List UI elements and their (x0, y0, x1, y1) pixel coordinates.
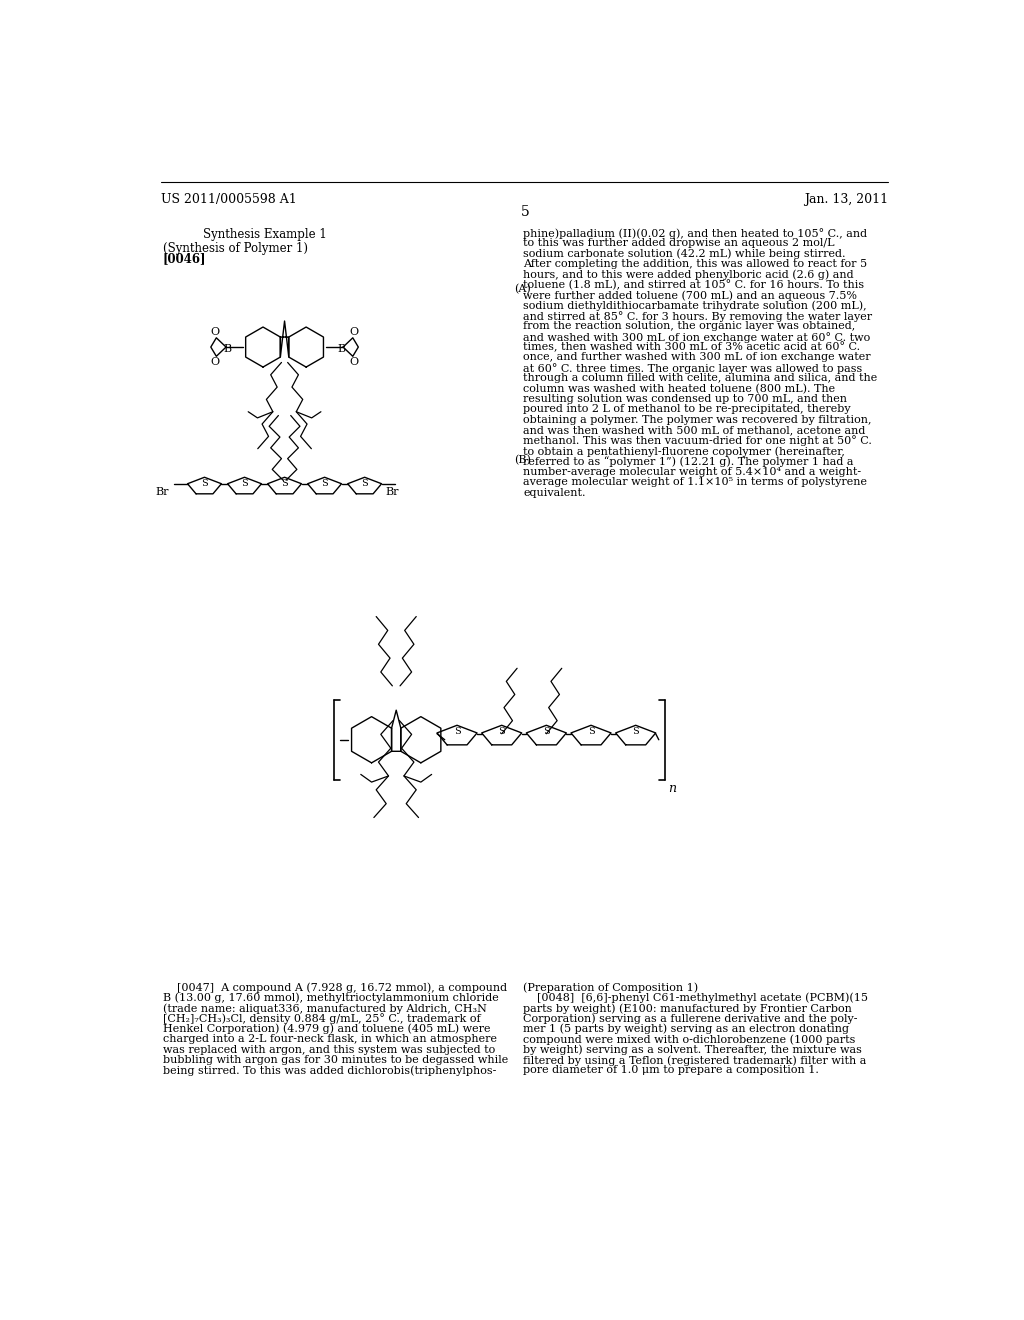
Text: referred to as “polymer 1”) (12.21 g). The polymer 1 had a: referred to as “polymer 1”) (12.21 g). T… (523, 457, 854, 467)
Text: 5: 5 (520, 205, 529, 219)
Text: After completing the addition, this was allowed to react for 5: After completing the addition, this was … (523, 259, 867, 269)
Text: (Synthesis of Polymer 1): (Synthesis of Polymer 1) (163, 242, 308, 255)
Text: O: O (210, 358, 219, 367)
Text: methanol. This was then vacuum-dried for one night at 50° C.: methanol. This was then vacuum-dried for… (523, 436, 872, 446)
Text: were further added toluene (700 mL) and an aqueous 7.5%: were further added toluene (700 mL) and … (523, 290, 857, 301)
Text: S: S (543, 727, 550, 735)
Text: times, then washed with 300 mL of 3% acetic acid at 60° C.: times, then washed with 300 mL of 3% ace… (523, 342, 860, 352)
Text: S: S (322, 479, 328, 488)
Text: n: n (668, 781, 676, 795)
Text: equivalent.: equivalent. (523, 487, 586, 498)
Text: Synthesis Example 1: Synthesis Example 1 (204, 227, 328, 240)
Text: S: S (201, 479, 208, 488)
Text: B: B (223, 345, 231, 354)
Text: O: O (350, 358, 358, 367)
Text: to obtain a pentathienyl-fluorene copolymer (hereinafter,: to obtain a pentathienyl-fluorene copoly… (523, 446, 845, 457)
Text: bubbling with argon gas for 30 minutes to be degassed while: bubbling with argon gas for 30 minutes t… (163, 1055, 508, 1065)
Text: resulting solution was condensed up to 700 mL, and then: resulting solution was condensed up to 7… (523, 395, 847, 404)
Text: S: S (282, 479, 288, 488)
Text: (B): (B) (514, 455, 530, 465)
Text: and was then washed with 500 mL of methanol, acetone and: and was then washed with 500 mL of metha… (523, 425, 865, 436)
Text: S: S (499, 727, 505, 735)
Text: B: B (338, 345, 346, 354)
Text: [CH₂]₇CH₃)₃Cl, density 0.884 g/mL, 25° C., trademark of: [CH₂]₇CH₃)₃Cl, density 0.884 g/mL, 25° C… (163, 1014, 480, 1024)
Text: filtered by using a Teflon (registered trademark) filter with a: filtered by using a Teflon (registered t… (523, 1055, 866, 1065)
Text: phine)palladium (II)(0.02 g), and then heated to 105° C., and: phine)palladium (II)(0.02 g), and then h… (523, 227, 867, 239)
Text: S: S (588, 727, 594, 735)
Text: being stirred. To this was added dichlorobis(triphenylphos-: being stirred. To this was added dichlor… (163, 1065, 497, 1076)
Text: [0046]: [0046] (163, 252, 207, 265)
Text: S: S (361, 479, 368, 488)
Text: poured into 2 L of methanol to be re-precipitated, thereby: poured into 2 L of methanol to be re-pre… (523, 404, 851, 414)
Text: Br: Br (385, 487, 399, 498)
Text: [0047]  A compound A (7.928 g, 16.72 mmol), a compound: [0047] A compound A (7.928 g, 16.72 mmol… (163, 982, 507, 993)
Text: through a column filled with celite, alumina and silica, and the: through a column filled with celite, alu… (523, 374, 878, 383)
Text: US 2011/0005598 A1: US 2011/0005598 A1 (162, 193, 297, 206)
Text: (trade name: aliquat336, manufactured by Aldrich, CH₃N: (trade name: aliquat336, manufactured by… (163, 1003, 486, 1014)
Text: and stirred at 85° C. for 3 hours. By removing the water layer: and stirred at 85° C. for 3 hours. By re… (523, 312, 872, 322)
Text: once, and further washed with 300 mL of ion exchange water: once, and further washed with 300 mL of … (523, 352, 870, 363)
Text: Henkel Corporation) (4.979 g) and toluene (405 mL) were: Henkel Corporation) (4.979 g) and toluen… (163, 1024, 490, 1035)
Text: S: S (632, 727, 639, 735)
Text: mer 1 (5 parts by weight) serving as an electron donating: mer 1 (5 parts by weight) serving as an … (523, 1024, 849, 1035)
Text: (A): (A) (514, 284, 530, 294)
Text: Jan. 13, 2011: Jan. 13, 2011 (804, 193, 888, 206)
Text: S: S (241, 479, 248, 488)
Text: Br: Br (156, 487, 169, 498)
Text: number-average molecular weight of 5.4×10⁴ and a weight-: number-average molecular weight of 5.4×1… (523, 467, 861, 477)
Text: B (13.00 g, 17.60 mmol), methyltrioctylammonium chloride: B (13.00 g, 17.60 mmol), methyltrioctyla… (163, 993, 499, 1003)
Text: was replaced with argon, and this system was subjected to: was replaced with argon, and this system… (163, 1044, 496, 1055)
Text: S: S (454, 727, 461, 735)
Text: average molecular weight of 1.1×10⁵ in terms of polystyrene: average molecular weight of 1.1×10⁵ in t… (523, 478, 867, 487)
Text: column was washed with heated toluene (800 mL). The: column was washed with heated toluene (8… (523, 384, 836, 393)
Text: toluene (1.8 mL), and stirred at 105° C. for 16 hours. To this: toluene (1.8 mL), and stirred at 105° C.… (523, 280, 864, 290)
Text: by weight) serving as a solvent. Thereafter, the mixture was: by weight) serving as a solvent. Thereaf… (523, 1044, 862, 1055)
Text: hours, and to this were added phenylboric acid (2.6 g) and: hours, and to this were added phenylbori… (523, 269, 854, 280)
Text: Corporation) serving as a fullerene derivative and the poly-: Corporation) serving as a fullerene deri… (523, 1014, 858, 1024)
Text: [0048]  [6,6]-phenyl C61-methylmethyl acetate (PCBM)(15: [0048] [6,6]-phenyl C61-methylmethyl ace… (523, 993, 868, 1003)
Text: sodium diethyldithiocarbamate trihydrate solution (200 mL),: sodium diethyldithiocarbamate trihydrate… (523, 301, 867, 312)
Text: sodium carbonate solution (42.2 mL) while being stirred.: sodium carbonate solution (42.2 mL) whil… (523, 248, 846, 259)
Text: to this was further added dropwise an aqueous 2 mol/L: to this was further added dropwise an aq… (523, 238, 835, 248)
Text: compound were mixed with o-dichlorobenzene (1000 parts: compound were mixed with o-dichlorobenze… (523, 1035, 856, 1045)
Text: pore diameter of 1.0 μm to prepare a composition 1.: pore diameter of 1.0 μm to prepare a com… (523, 1065, 819, 1076)
Text: and washed with 300 mL of ion exchange water at 60° C. two: and washed with 300 mL of ion exchange w… (523, 331, 870, 342)
Text: parts by weight) (E100: manufactured by Frontier Carbon: parts by weight) (E100: manufactured by … (523, 1003, 852, 1014)
Text: (Preparation of Composition 1): (Preparation of Composition 1) (523, 982, 698, 993)
Text: charged into a 2-L four-neck flask, in which an atmosphere: charged into a 2-L four-neck flask, in w… (163, 1035, 497, 1044)
Text: O: O (210, 326, 219, 337)
Text: from the reaction solution, the organic layer was obtained,: from the reaction solution, the organic … (523, 321, 855, 331)
Text: at 60° C. three times. The organic layer was allowed to pass: at 60° C. three times. The organic layer… (523, 363, 862, 374)
Text: O: O (350, 326, 358, 337)
Text: obtaining a polymer. The polymer was recovered by filtration,: obtaining a polymer. The polymer was rec… (523, 414, 871, 425)
